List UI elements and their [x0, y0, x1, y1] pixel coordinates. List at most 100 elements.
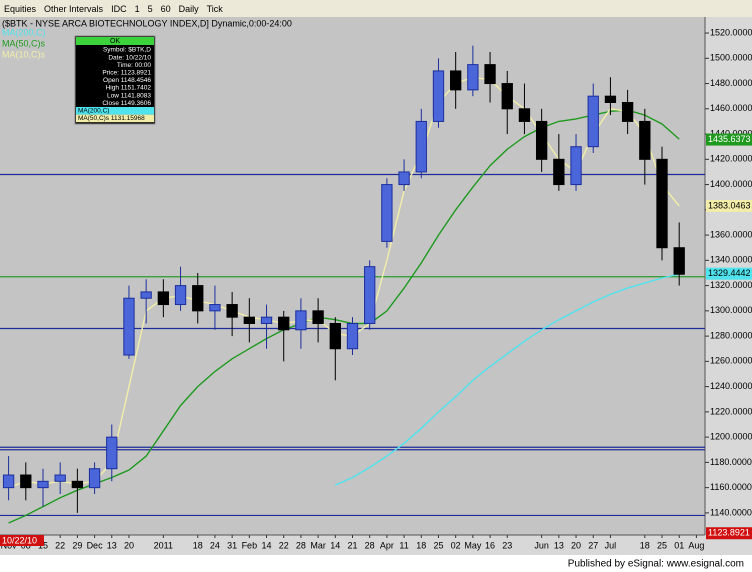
y-tick-label: 1260.0000	[710, 356, 752, 366]
toolbar-item[interactable]: Equities	[4, 3, 37, 14]
x-tick-label: 28	[365, 540, 375, 550]
x-tick-label: 24	[210, 540, 220, 550]
moving-average	[8, 76, 680, 489]
x-tick-label: Dec	[87, 540, 104, 550]
data-window-button-label: OK	[110, 38, 120, 45]
y-tick-label: 1180.0000	[710, 457, 752, 467]
toolbar-item[interactable]: 60	[160, 3, 171, 14]
toolbar-item[interactable]: Other Intervals	[44, 3, 104, 14]
y-tick-label: 1400.0000	[710, 179, 752, 189]
x-tick-label: Feb	[242, 540, 258, 550]
candle-body	[106, 436, 118, 470]
data-window-row: Low 1141.8083	[107, 92, 151, 99]
candle-body	[174, 285, 187, 306]
x-tick-label: 22	[55, 540, 65, 550]
footer-bar	[0, 555, 752, 572]
x-tick-label: Mar	[310, 540, 326, 550]
x-tick-label: 25	[433, 540, 443, 550]
y-tick-label: 1420.0000	[710, 154, 752, 164]
candle-body	[88, 468, 101, 489]
candle-body	[123, 297, 135, 356]
candle-body	[329, 322, 341, 350]
x-tick-label: Jul	[605, 540, 617, 550]
x-tick-label: 02	[451, 540, 461, 550]
candle-body	[639, 120, 651, 160]
candle-body	[518, 108, 531, 122]
data-window-row-bg	[76, 107, 154, 115]
x-tick-label: 14	[330, 540, 340, 550]
x-tick-label: 31	[227, 540, 237, 550]
y-tick-label: 1240.0000	[710, 381, 752, 391]
y-tick-label: 1280.0000	[710, 330, 752, 340]
toolbar-item[interactable]: Daily	[178, 3, 199, 14]
x-tick-label: Apr	[380, 540, 394, 550]
x-tick-label: 27	[588, 540, 598, 550]
footer: Published by eSignal: www.esignal.com	[568, 559, 744, 570]
data-window-row: Date: 10/22/10	[108, 54, 151, 61]
x-tick-label: 21	[347, 540, 357, 550]
toolbar-item[interactable]: 5	[147, 3, 153, 14]
legend-entry: MA(50,C)s	[2, 38, 46, 48]
candle-body	[604, 95, 617, 103]
candle-body	[209, 304, 221, 312]
x-tick-label: 23	[502, 540, 512, 550]
candle-body	[346, 322, 359, 350]
candle-body	[621, 101, 634, 122]
y-tick-label: 1140.0000	[710, 507, 752, 517]
candle-body	[656, 158, 668, 249]
date-axis	[0, 535, 752, 555]
candle-body	[450, 70, 462, 91]
price-flag-label: 1329.4442	[708, 268, 751, 278]
candle-body	[432, 70, 445, 122]
candle-body	[587, 95, 599, 148]
price-flag-label: 1383.0463	[708, 200, 751, 210]
legend-entry: MA(10,C)s	[2, 49, 46, 59]
candle-body	[364, 266, 376, 324]
candle-body	[312, 310, 324, 324]
candle-body	[415, 120, 427, 173]
x-tick-label: 16	[485, 540, 495, 550]
data-window-row: Price: 1123.8921	[102, 70, 151, 77]
data-window-row: High 1151.7402	[106, 85, 152, 92]
candle-body	[535, 120, 548, 160]
candle-body	[553, 158, 565, 186]
moving-average	[8, 109, 680, 524]
chart-title: ($BTK - NYSE ARCA BIOTECHNOLOGY INDEX,D]…	[2, 18, 292, 28]
x-tick-label: 14	[262, 540, 272, 550]
y-tick-label: 1220.0000	[710, 406, 752, 416]
candle-body	[20, 474, 32, 489]
x-tick-label: 01	[674, 540, 684, 550]
toolbar-item[interactable]: Tick	[206, 3, 223, 14]
candle-body	[295, 310, 307, 331]
candle-body	[260, 316, 273, 324]
candle-body	[192, 285, 204, 312]
moving-average	[335, 273, 680, 486]
candle-body	[37, 480, 49, 489]
date-flag	[0, 535, 44, 546]
candle-body	[2, 474, 15, 489]
x-tick-label: 20	[124, 540, 134, 550]
date-flag-label: 10/22/10	[2, 535, 37, 545]
toolbar-item[interactable]: IDC	[111, 3, 127, 14]
candle-body	[71, 480, 84, 489]
price-flag	[706, 527, 752, 540]
x-tick-label: 20	[571, 540, 581, 550]
candle-body	[157, 291, 170, 306]
data-window-row: Time: 00:00	[117, 62, 151, 69]
data-window-button	[76, 37, 154, 45]
y-tick-label: 1520.0000	[710, 27, 752, 37]
candle-body	[501, 83, 513, 110]
toolbar-item[interactable]: 1	[134, 3, 140, 14]
y-tick-label: 1300.0000	[710, 305, 752, 315]
price-flag-label: 1123.8921	[708, 528, 750, 538]
chart: Published by eSignal: www.esignal.com ($…	[0, 17, 752, 572]
x-tick-label: 29	[72, 540, 82, 550]
price-flag	[706, 267, 752, 280]
x-tick-label: 18	[416, 540, 426, 550]
x-tick-label: 18	[193, 540, 203, 550]
candle-body	[673, 247, 685, 275]
y-tick-label: 1360.0000	[710, 229, 752, 239]
y-tick-label: 1340.0000	[710, 255, 752, 265]
x-tick-label: 25	[657, 540, 667, 550]
